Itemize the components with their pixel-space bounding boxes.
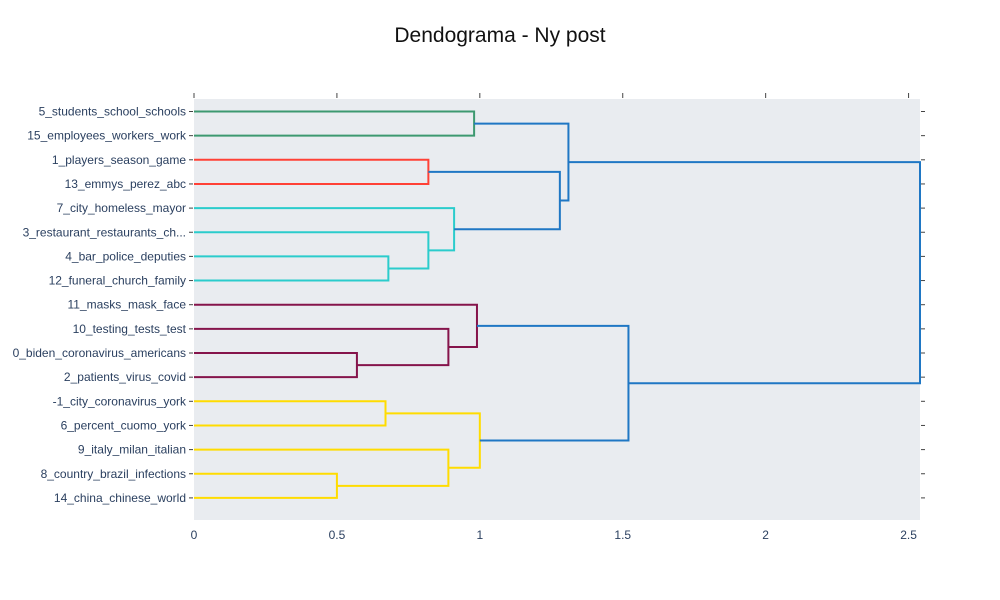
leaf-label: 7_city_homeless_mayor (57, 201, 186, 215)
leaf-label: 10_testing_tests_test (73, 322, 187, 336)
dendrogram-link (194, 472, 338, 499)
x-tick-label: 2.5 (900, 528, 917, 542)
leaf-label: 15_employees_workers_work (27, 129, 187, 143)
leaf-label: 11_masks_mask_face (68, 298, 187, 312)
dendrogram-link (194, 110, 476, 137)
chart-title: Dendograma - Ny post (394, 24, 606, 47)
x-tick-label: 0 (191, 528, 198, 542)
leaf-label: -1_city_coronavirus_york (53, 394, 187, 408)
dendrogram-link (194, 207, 456, 252)
x-tick-label: 0.5 (329, 528, 346, 542)
x-tick-label: 1.5 (614, 528, 631, 542)
dendrogram-link (194, 352, 358, 379)
leaf-label: 0_biden_coronavirus_americans (13, 346, 186, 360)
leaf-label: 14_china_chinese_world (54, 491, 186, 505)
leaf-label: 12_funeral_church_family (49, 274, 186, 288)
x-tick-labels: 0 0.5 1 1.5 2 2.5 (191, 528, 918, 542)
x-tick-label: 2 (762, 528, 769, 542)
dendrogram-link (428, 170, 561, 231)
leaf-labels: 5_students_school_schools 15_employees_wo… (13, 105, 187, 505)
leaf-label: 4_bar_police_deputies (65, 249, 186, 263)
leaf-label: 5_students_school_schools (39, 105, 186, 119)
leaf-label: 13_emmys_perez_abc (65, 177, 186, 191)
dendrogram-link (568, 161, 921, 385)
dendrogram-link (474, 122, 570, 202)
leaf-label: 1_players_season_game (52, 153, 186, 167)
dendrogram-links (194, 110, 921, 499)
leaf-label: 3_restaurant_restaurants_ch... (23, 225, 186, 239)
leaf-label: 9_italy_milan_italian (78, 443, 186, 457)
leaf-label: 8_country_brazil_infections (41, 467, 186, 481)
axis-ticks (189, 93, 925, 499)
x-tick-label: 1 (476, 528, 483, 542)
leaf-label: 2_patients_virus_covid (64, 370, 186, 384)
leaf-label: 6_percent_cuomo_york (61, 418, 187, 432)
dendrogram-link (194, 255, 390, 282)
